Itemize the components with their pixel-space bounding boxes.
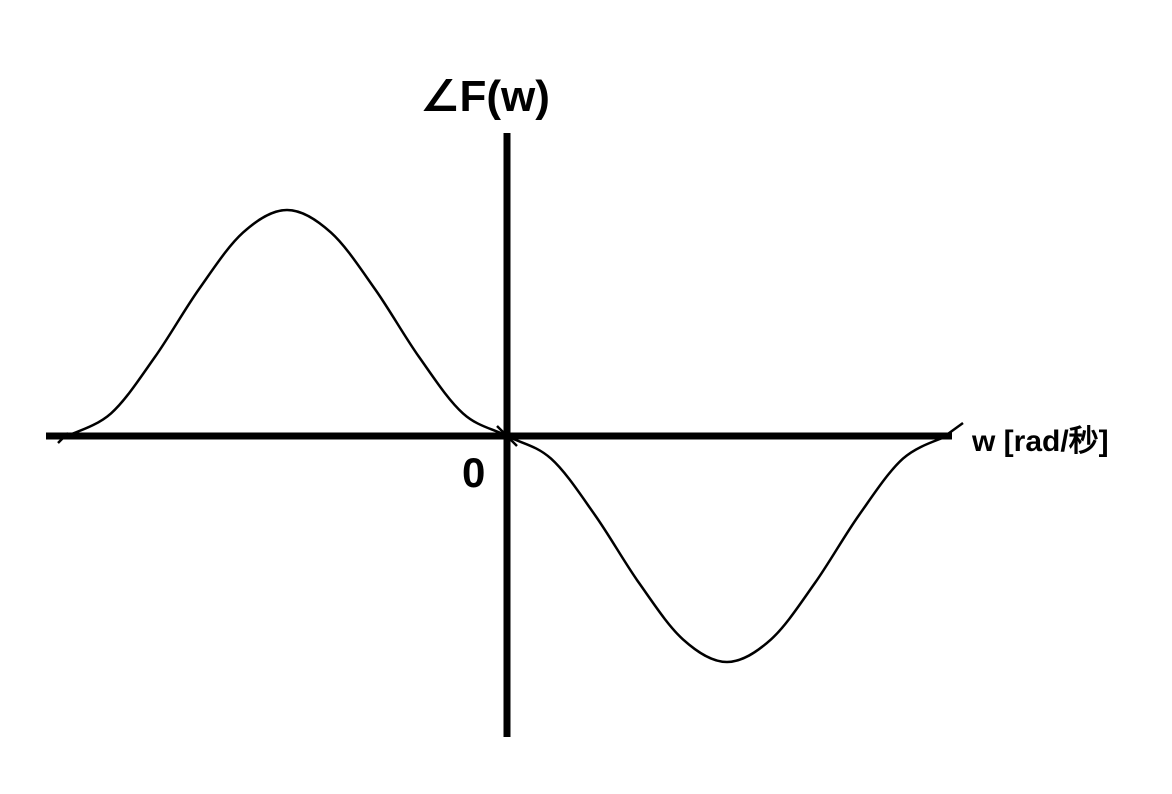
x-axis-right-tick	[944, 421, 964, 438]
origin-label: 0	[462, 449, 485, 496]
x-axis-label: w [rad/秒]	[971, 425, 1109, 458]
phase-curve	[66, 208, 948, 664]
x-axis-left-tick	[57, 432, 69, 444]
y-axis-label: ∠F(w)	[420, 72, 550, 121]
